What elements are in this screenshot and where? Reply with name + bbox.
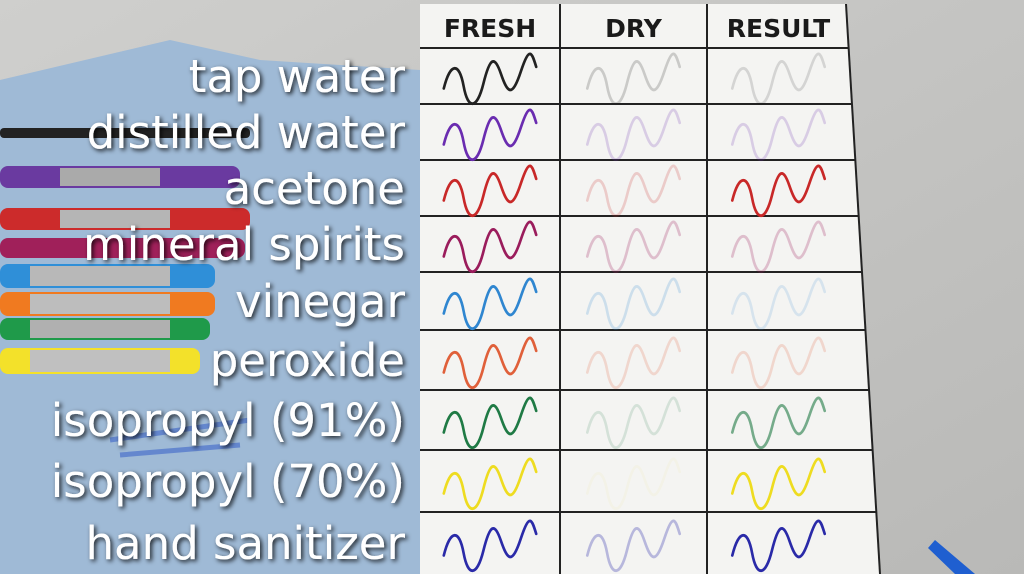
table-grid <box>420 3 881 574</box>
squiggle <box>585 519 682 573</box>
col-line <box>845 3 881 574</box>
squiggle <box>585 164 682 218</box>
squiggle <box>442 164 538 218</box>
row-label: peroxide <box>210 334 405 387</box>
row-label: vinegar <box>235 275 405 328</box>
squiggle <box>442 52 538 106</box>
table-cells <box>442 52 827 573</box>
row-label: distilled water <box>87 106 406 159</box>
squiggle <box>585 396 682 450</box>
squiggle <box>730 519 827 573</box>
squiggle <box>585 108 682 162</box>
row-label: isopropyl (70%) <box>51 455 405 508</box>
squiggle <box>442 108 538 162</box>
markers <box>0 128 975 574</box>
squiggle <box>442 457 538 511</box>
squiggle <box>730 108 827 162</box>
column-header: RESULT <box>727 14 830 43</box>
column-header: FRESH <box>444 14 536 43</box>
row-label: acetone <box>224 162 405 215</box>
squiggle <box>442 519 538 573</box>
paper <box>420 4 880 574</box>
squiggle <box>585 52 682 106</box>
squiggle <box>442 396 538 450</box>
squiggle <box>730 396 827 450</box>
row-label: isopropyl (91%) <box>51 394 405 447</box>
squiggle <box>585 220 682 274</box>
squiggle <box>585 277 682 331</box>
row-label: tap water <box>189 50 406 103</box>
row-label: hand sanitizer <box>86 517 406 570</box>
squiggle <box>442 220 538 274</box>
row-label: mineral spirits <box>83 218 405 271</box>
squiggle <box>730 277 827 331</box>
squiggle <box>730 457 827 511</box>
column-header: DRY <box>605 14 663 43</box>
squiggle <box>730 52 827 106</box>
squiggle <box>442 277 538 331</box>
squiggle <box>730 336 827 390</box>
squiggle <box>730 164 827 218</box>
squiggle <box>442 336 538 390</box>
squiggle <box>585 336 682 390</box>
squiggle <box>730 220 827 274</box>
squiggle <box>585 457 682 511</box>
